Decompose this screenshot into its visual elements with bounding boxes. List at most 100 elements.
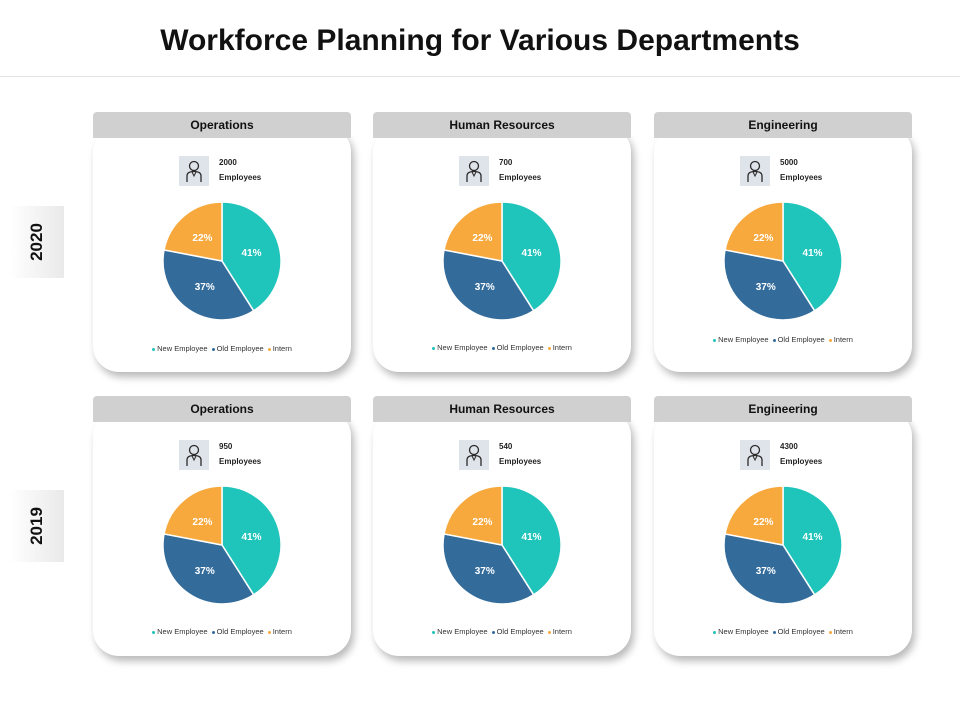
pie-slice-intern [724,201,784,262]
year-label: 2019 [27,507,46,545]
card-header: Operations [93,396,351,422]
legend-item: New Employee [713,335,769,344]
legend-item: Old Employee [772,627,825,636]
legend-marker [491,630,495,634]
legend-item: Old Employee [491,343,544,352]
legend-item: New Employee [432,343,488,352]
legend-marker [267,630,271,634]
pie-legend: New Employee Old Employee Intern [373,343,631,352]
legend-marker [267,347,271,351]
pie-slice-intern [443,485,503,546]
pie-data-label: 37% [195,566,215,577]
employee-count: 2000 [219,158,237,167]
employee-count-box: 540 Employees [459,440,559,470]
legend-marker [547,346,551,350]
employee-count-label: Employees [780,457,823,466]
page-title: Workforce Planning for Various Departmen… [160,24,800,57]
legend-marker [828,338,832,342]
card-header: Engineering [654,396,912,422]
pie-data-label: 41% [521,248,541,259]
pie-data-label: 41% [241,248,261,259]
pie-data-label: 37% [475,566,495,577]
employee-count-label: Employees [499,173,542,182]
pie-slice-old-employee [162,533,255,605]
person-icon [179,440,209,470]
pie-data-label: 41% [521,532,541,543]
legend-item: New Employee [432,627,488,636]
person-icon [459,440,489,470]
department-card: Operations 950 Employees 41% 37% 22% New Emplo… [93,396,351,656]
legend-label: New Employee [437,627,488,636]
legend-label: Old Employee [496,343,544,352]
legend-label: New Employee [718,335,769,344]
pie-slice-old-employee [723,533,816,605]
legend-marker [432,630,436,634]
employee-count-box: 700 Employees [459,156,559,186]
pie-data-label: 41% [802,248,822,259]
legend-marker [713,338,717,342]
legend-label: Intern [833,627,853,636]
pie-data-label: 22% [192,233,212,244]
legend-marker [432,346,436,350]
card-header: Human Resources [373,112,631,138]
pie-chart: 41% 37% 22% [723,201,843,321]
employee-count-label: Employees [219,457,262,466]
legend-item: New Employee [152,344,208,353]
pie-chart: 41% 37% 22% [442,485,562,605]
legend-marker [211,347,215,351]
year-label: 2020 [27,223,46,261]
department-card: Operations 2000 Employees 41% 37% 22% New Empl… [93,112,351,372]
pie-data-label: 37% [195,282,215,293]
legend-label: Old Employee [777,627,825,636]
legend-item: Intern [547,343,572,352]
card-header: Human Resources [373,396,631,422]
pie-chart: 41% 37% 22% [442,201,562,321]
pie-data-label: 22% [753,517,773,528]
pie-chart: 41% 37% 22% [162,485,282,605]
pie-data-label: 22% [192,517,212,528]
legend-item: Old Employee [211,627,264,636]
legend-item: Intern [267,344,292,353]
employee-count: 950 [219,442,233,451]
legend-label: Intern [272,627,292,636]
legend-item: Old Employee [491,627,544,636]
pie-data-label: 22% [472,233,492,244]
pie-chart: 41% 37% 22% [723,485,843,605]
legend-marker [713,630,717,634]
legend-marker [491,346,495,350]
pie-slice-old-employee [723,249,816,321]
year-tab-2019: 2019 [10,490,64,562]
pie-legend: New Employee Old Employee Intern [654,335,912,344]
legend-item: Intern [828,627,853,636]
department-card: Human Resources 540 Employees 41% 37% 22% New … [373,396,631,656]
employee-count-box: 2000 Employees [179,156,279,186]
person-icon [179,156,209,186]
person-icon [740,156,770,186]
employee-count-label: Employees [780,173,823,182]
card-header: Engineering [654,112,912,138]
legend-label: Intern [552,343,572,352]
employee-count: 4300 [780,442,798,451]
legend-label: Old Employee [496,627,544,636]
legend-label: New Employee [157,344,208,353]
pie-chart: 41% 37% 22% [162,201,282,321]
title-divider [0,76,960,77]
department-card: Engineering 4300 Employees 41% 37% 22% New Emp… [654,396,912,656]
legend-label: Old Employee [216,627,264,636]
legend-label: Old Employee [777,335,825,344]
year-tab-2020: 2020 [10,206,64,278]
pie-data-label: 41% [802,532,822,543]
legend-label: Intern [552,627,572,636]
pie-slice-old-employee [442,533,535,605]
pie-data-label: 22% [472,517,492,528]
legend-marker [772,338,776,342]
legend-item: Old Employee [772,335,825,344]
legend-marker [152,347,156,351]
legend-item: New Employee [152,627,208,636]
legend-label: New Employee [157,627,208,636]
legend-marker [152,630,156,634]
pie-slice-intern [163,485,223,546]
pie-slice-intern [724,485,784,546]
pie-legend: New Employee Old Employee Intern [654,627,912,636]
pie-data-label: 37% [475,282,495,293]
